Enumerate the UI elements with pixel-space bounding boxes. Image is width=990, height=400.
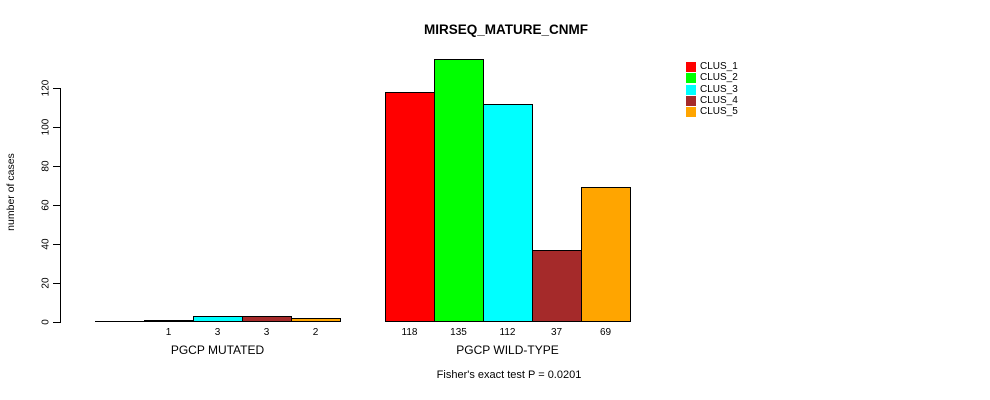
- y-tick-mark: [53, 322, 60, 323]
- y-tick-label: 20: [40, 277, 52, 289]
- legend-label: CLUS_3: [700, 83, 738, 95]
- group-label: PGCP WILD-TYPE: [456, 343, 559, 357]
- y-tick-label: 0: [40, 319, 52, 325]
- statistical-annotation: Fisher's exact test P = 0.0201: [436, 369, 582, 381]
- legend-label: CLUS_1: [700, 61, 738, 72]
- bar: [532, 250, 582, 322]
- y-tick-mark: [53, 88, 60, 89]
- chart-title: MIRSEQ_MATURE_CNMF: [423, 22, 589, 37]
- bar-value-label: 69: [599, 327, 612, 338]
- legend-label: CLUS_2: [700, 72, 738, 84]
- group-label: PGCP MUTATED: [170, 343, 265, 357]
- bar: [581, 187, 631, 322]
- bar: [291, 318, 341, 322]
- bar-value-label: 1: [165, 327, 172, 338]
- bar: [144, 320, 194, 322]
- legend-label: CLUS_4: [700, 94, 738, 106]
- bar-value-label: 3: [214, 327, 221, 338]
- y-tick-label: 120: [40, 79, 52, 97]
- y-tick-mark: [53, 205, 60, 206]
- y-tick-label: 60: [40, 199, 52, 211]
- bar-value-label: 112: [499, 327, 516, 338]
- bar-value-label: 135: [450, 327, 467, 338]
- y-tick-label: 80: [40, 160, 52, 172]
- legend-swatch: [686, 62, 696, 72]
- bar-zero-height: [95, 321, 145, 322]
- bar: [385, 92, 435, 322]
- y-axis-line: [60, 88, 61, 323]
- bar: [242, 316, 292, 322]
- legend-label: CLUS_5: [700, 106, 738, 118]
- legend-swatch: [686, 84, 696, 95]
- y-tick-mark: [53, 244, 60, 245]
- bar-value-label: 2: [312, 327, 319, 338]
- legend-swatch: [686, 73, 696, 84]
- bar: [434, 59, 484, 322]
- bar-value-label: 118: [401, 327, 418, 338]
- y-tick-label: 100: [40, 118, 52, 136]
- legend-swatch: [686, 107, 696, 118]
- bar: [483, 104, 533, 322]
- y-axis-label: number of cases: [5, 153, 17, 231]
- y-tick-mark: [53, 127, 60, 128]
- bar-value-label: 37: [550, 327, 563, 338]
- bar-value-label: 3: [263, 327, 270, 338]
- y-tick-mark: [53, 283, 60, 284]
- bar: [193, 316, 243, 322]
- y-tick-label: 40: [40, 238, 52, 250]
- legend-swatch: [686, 95, 696, 106]
- y-tick-mark: [53, 166, 60, 167]
